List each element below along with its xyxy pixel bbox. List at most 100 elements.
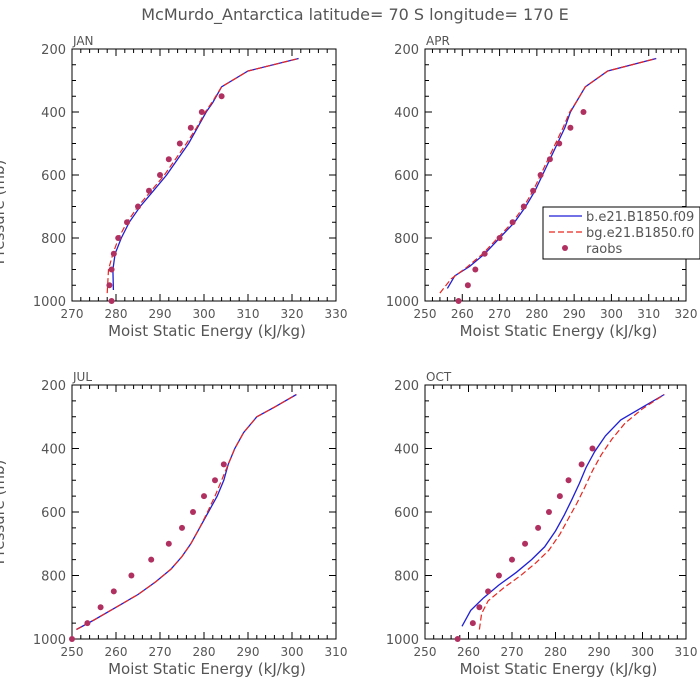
raob-point — [578, 461, 585, 468]
panel-jan: Pressure (mb) JAN 270 280 290 300 310 320 330 20… — [0, 34, 347, 340]
raob-point — [580, 109, 587, 115]
panel-label: OCT — [426, 370, 452, 384]
x-tick-label: 310 — [637, 307, 660, 321]
raob-point — [176, 140, 183, 147]
series-line-b-e21 — [461, 393, 665, 627]
raob-point — [165, 540, 172, 547]
raob-point — [535, 524, 542, 531]
x-tick-label: 280 — [544, 645, 567, 659]
y-tick-label: 800 — [41, 570, 66, 585]
y-tick-label: 1000 — [33, 633, 66, 648]
raob-point — [97, 604, 104, 611]
raob-point — [509, 219, 516, 226]
raob-point — [187, 124, 194, 131]
y-tick-label: 200 — [41, 379, 66, 394]
x-tick-label: 260 — [451, 307, 474, 321]
x-tick-label: 280 — [193, 645, 216, 659]
x-tick-label: 320 — [675, 307, 698, 321]
raob-point — [108, 298, 115, 304]
x-axis-label: Moist Static Energy (kJ/kg) — [108, 322, 306, 340]
x-tick-label: 330 — [325, 307, 348, 321]
raob-point — [69, 636, 75, 642]
raob-point — [496, 235, 503, 241]
y-tick-label: 200 — [394, 43, 419, 58]
plot-frame — [71, 48, 337, 302]
x-tick-label: 280 — [105, 307, 128, 321]
x-tick-label: 250 — [414, 307, 437, 321]
y-tick-label: 400 — [41, 106, 66, 121]
x-tick-label: 280 — [525, 307, 548, 321]
y-tick-label: 600 — [41, 169, 66, 184]
raob-point — [220, 461, 227, 468]
x-tick-label: 270 — [488, 307, 511, 321]
x-tick-label: 290 — [149, 307, 172, 321]
series-line-bg-e21 — [478, 393, 665, 630]
y-tick-label: 400 — [41, 443, 66, 458]
raob-point — [495, 572, 502, 579]
raob-point — [115, 235, 122, 241]
x-tick-label: 250 — [414, 645, 437, 659]
x-tick-label: 310 — [237, 307, 260, 321]
x-tick-label: 270 — [501, 645, 524, 659]
raob-point — [556, 493, 563, 500]
y-tick-label: 200 — [41, 43, 66, 58]
raob-point — [455, 298, 462, 304]
y-axis-label: Pressure (mb) — [0, 160, 8, 265]
raob-point — [565, 477, 572, 484]
y-tick-label: 600 — [41, 506, 66, 521]
panel-label: APR — [426, 34, 450, 48]
raob-point — [110, 250, 117, 257]
x-tick-label: 290 — [588, 645, 611, 659]
legend-label: raobs — [586, 242, 623, 257]
x-tick-label: 320 — [281, 307, 304, 321]
panel-label: JAN — [72, 34, 94, 48]
y-tick-label: 800 — [41, 232, 66, 247]
x-tick-label: 300 — [631, 645, 654, 659]
figure-title: McMurdo_Antarctica latitude= 70 S longit… — [141, 5, 569, 25]
raob-point — [454, 636, 461, 642]
panel-oct: OCT 250 260 270 280 290 300 310 200 400 600 800 1000… — [386, 370, 698, 678]
y-tick-label: 400 — [394, 106, 419, 121]
panel-apr: APR 250 260 270 280 290 300 310 320 200 400 600 800 1… — [386, 34, 698, 340]
raob-point — [472, 266, 479, 273]
raob-point — [476, 604, 483, 611]
series-line-bg-e21 — [106, 57, 299, 294]
raob-point — [146, 187, 152, 194]
x-tick-label: 260 — [105, 645, 128, 659]
raob-point — [556, 140, 563, 147]
x-tick-label: 250 — [61, 645, 84, 659]
raob-point — [135, 203, 141, 210]
plot-frame — [424, 48, 687, 302]
plot-frame — [71, 384, 337, 640]
legend-marker-raobs — [562, 245, 568, 251]
raob-point — [198, 109, 205, 115]
y-tick-label: 400 — [394, 443, 419, 458]
panel-label: JUL — [72, 370, 92, 384]
y-tick-label: 600 — [394, 169, 419, 184]
y-tick-label: 800 — [394, 570, 419, 585]
raob-point — [218, 93, 225, 100]
y-tick-label: 600 — [394, 506, 419, 521]
y-tick-label: 800 — [394, 232, 419, 247]
raob-point — [179, 524, 185, 531]
x-tick-label: 310 — [325, 645, 348, 659]
raob-point — [157, 172, 163, 178]
raob-point — [84, 620, 91, 627]
x-tick-label: 300 — [193, 307, 216, 321]
raob-point — [124, 219, 130, 226]
raob-point — [522, 540, 529, 547]
x-axis-label: Moist Static Energy (kJ/kg) — [108, 660, 306, 678]
x-tick-label: 300 — [281, 645, 304, 659]
x-axis-label: Moist Static Energy (kJ/kg) — [460, 660, 658, 678]
legend-label: bg.e21.B1850.f0 — [586, 226, 694, 241]
raob-point — [201, 493, 207, 500]
x-tick-label: 260 — [457, 645, 480, 659]
x-axis-label: Moist Static Energy (kJ/kg) — [460, 322, 658, 340]
y-tick-label: 1000 — [386, 633, 419, 648]
raob-point — [110, 588, 117, 595]
raob-point — [589, 445, 596, 452]
raob-point — [567, 124, 574, 131]
raob-point — [509, 556, 515, 563]
raob-point — [128, 572, 135, 579]
